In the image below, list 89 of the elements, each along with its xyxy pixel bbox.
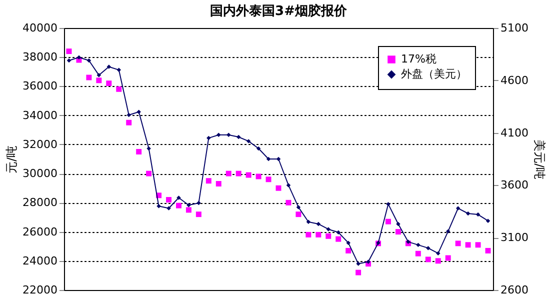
point (116, 86, 122, 92)
y-tick-label: 40000 (22, 22, 58, 34)
point (246, 172, 252, 178)
point (186, 207, 192, 213)
chart-title: 国内外泰国3#烟胶报价 (210, 3, 348, 19)
y-tick-label: 32000 (22, 138, 58, 151)
point (226, 170, 232, 176)
y-tick-label: 34000 (22, 108, 58, 122)
point (316, 232, 322, 238)
point (176, 196, 181, 200)
y-tick-label: 22000 (22, 284, 58, 296)
point (196, 212, 202, 218)
point (146, 170, 152, 176)
point (356, 262, 360, 266)
y2-tick-label: 3100 (500, 231, 528, 244)
y-tick-label: 30000 (22, 167, 58, 180)
point (166, 197, 172, 202)
y2-tick-label: 3600 (500, 178, 528, 192)
point (156, 204, 161, 208)
point (186, 202, 191, 208)
point (266, 156, 271, 162)
point (256, 146, 261, 151)
y-tick-label: 36000 (22, 80, 58, 93)
point (446, 229, 450, 234)
y-tick-label: 24000 (22, 254, 58, 268)
point (266, 176, 272, 182)
point (276, 185, 282, 191)
y-tick-label: 26000 (22, 225, 58, 238)
point (226, 132, 231, 138)
point (466, 211, 470, 216)
point (286, 200, 292, 206)
point (425, 256, 431, 262)
y2-tick-label: 2600 (500, 284, 528, 296)
point (206, 178, 212, 184)
y-tick-label: 38000 (22, 50, 58, 64)
point (96, 73, 102, 78)
legend-label: 外盘（美元） (401, 68, 467, 80)
point (356, 270, 362, 276)
point (326, 227, 331, 232)
point (136, 110, 141, 114)
point (476, 212, 480, 217)
point (176, 202, 182, 208)
point (406, 240, 410, 244)
point (415, 250, 421, 256)
point (296, 212, 302, 218)
point (435, 258, 441, 264)
point (216, 181, 222, 186)
point (455, 240, 461, 246)
point (216, 132, 221, 138)
y2-tick-label: 5100 (500, 22, 528, 34)
point (346, 248, 352, 254)
point (395, 229, 401, 235)
point (116, 68, 121, 72)
point (66, 48, 72, 54)
point (86, 58, 92, 63)
point (346, 240, 350, 245)
point (436, 251, 440, 256)
point (336, 236, 342, 242)
point (386, 218, 391, 224)
point (416, 242, 420, 248)
point (166, 206, 171, 210)
point (306, 232, 312, 238)
point (316, 222, 321, 226)
y-axis-title: 元/吨 (4, 145, 19, 174)
point (326, 233, 332, 239)
point (465, 242, 471, 248)
point (366, 260, 370, 264)
point (236, 134, 241, 140)
point (126, 120, 132, 126)
legend-label: 17%税 (401, 52, 436, 66)
point (445, 255, 451, 261)
point (306, 220, 311, 224)
point (106, 80, 112, 86)
point (246, 139, 251, 144)
point (236, 170, 242, 176)
y2-tick-label: 4600 (500, 74, 528, 87)
point (426, 246, 430, 250)
point (96, 78, 102, 84)
point (256, 174, 262, 180)
point (475, 242, 481, 248)
point (336, 230, 340, 234)
y2-tick-label: 4100 (500, 126, 528, 140)
point (66, 58, 72, 63)
point (276, 156, 281, 162)
y-tick-label: 28000 (22, 196, 58, 210)
y2-axis-title: 美元/吨 (532, 139, 546, 180)
point (485, 248, 491, 254)
point (136, 148, 142, 154)
point (86, 74, 92, 80)
